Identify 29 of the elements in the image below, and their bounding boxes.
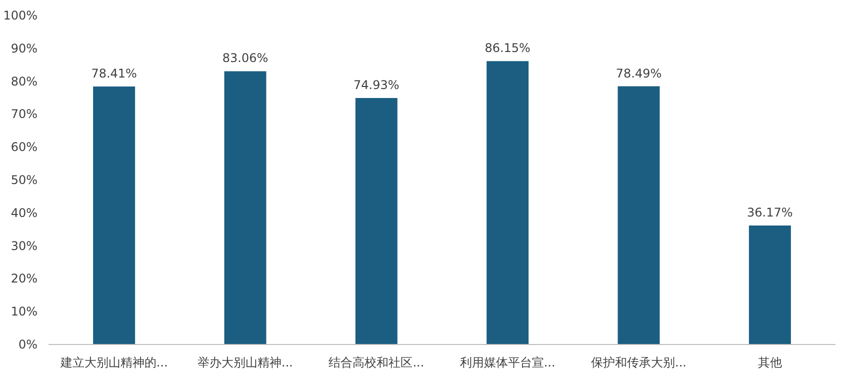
data-label: 78.41% xyxy=(91,66,137,81)
data-label: 83.06% xyxy=(222,51,268,66)
y-tick-label: 70% xyxy=(10,107,38,122)
y-tick-label: 30% xyxy=(10,238,38,253)
y-tick-label: 10% xyxy=(10,304,38,319)
x-tick-label: 建立大别山精神的... xyxy=(59,356,168,370)
bar xyxy=(486,61,529,344)
data-label: 74.93% xyxy=(354,78,400,92)
x-tick-label: 结合高校和社区... xyxy=(328,356,424,370)
bar xyxy=(355,98,398,344)
y-tick-label: 60% xyxy=(10,140,38,154)
y-tick-label: 100% xyxy=(3,8,38,22)
x-tick-label: 利用媒体平台宣... xyxy=(460,356,556,370)
y-tick-label: 90% xyxy=(10,41,38,56)
y-tick-label: 40% xyxy=(10,206,38,220)
bar xyxy=(224,71,266,344)
data-label: 36.17% xyxy=(747,206,793,220)
bar xyxy=(748,226,791,344)
y-tick-label: 50% xyxy=(10,173,38,187)
y-tick-label: 80% xyxy=(10,74,38,88)
y-tick-label: 0% xyxy=(18,338,38,352)
x-tick-label: 举办大别山精神... xyxy=(198,356,293,370)
bar xyxy=(93,86,136,344)
x-tick-label: 其他 xyxy=(758,356,782,370)
data-label: 78.49% xyxy=(616,66,662,80)
data-label: 86.15% xyxy=(484,41,530,56)
y-tick-label: 20% xyxy=(10,272,38,286)
bar xyxy=(618,86,660,344)
x-tick-label: 保护和传承大别... xyxy=(591,356,686,370)
